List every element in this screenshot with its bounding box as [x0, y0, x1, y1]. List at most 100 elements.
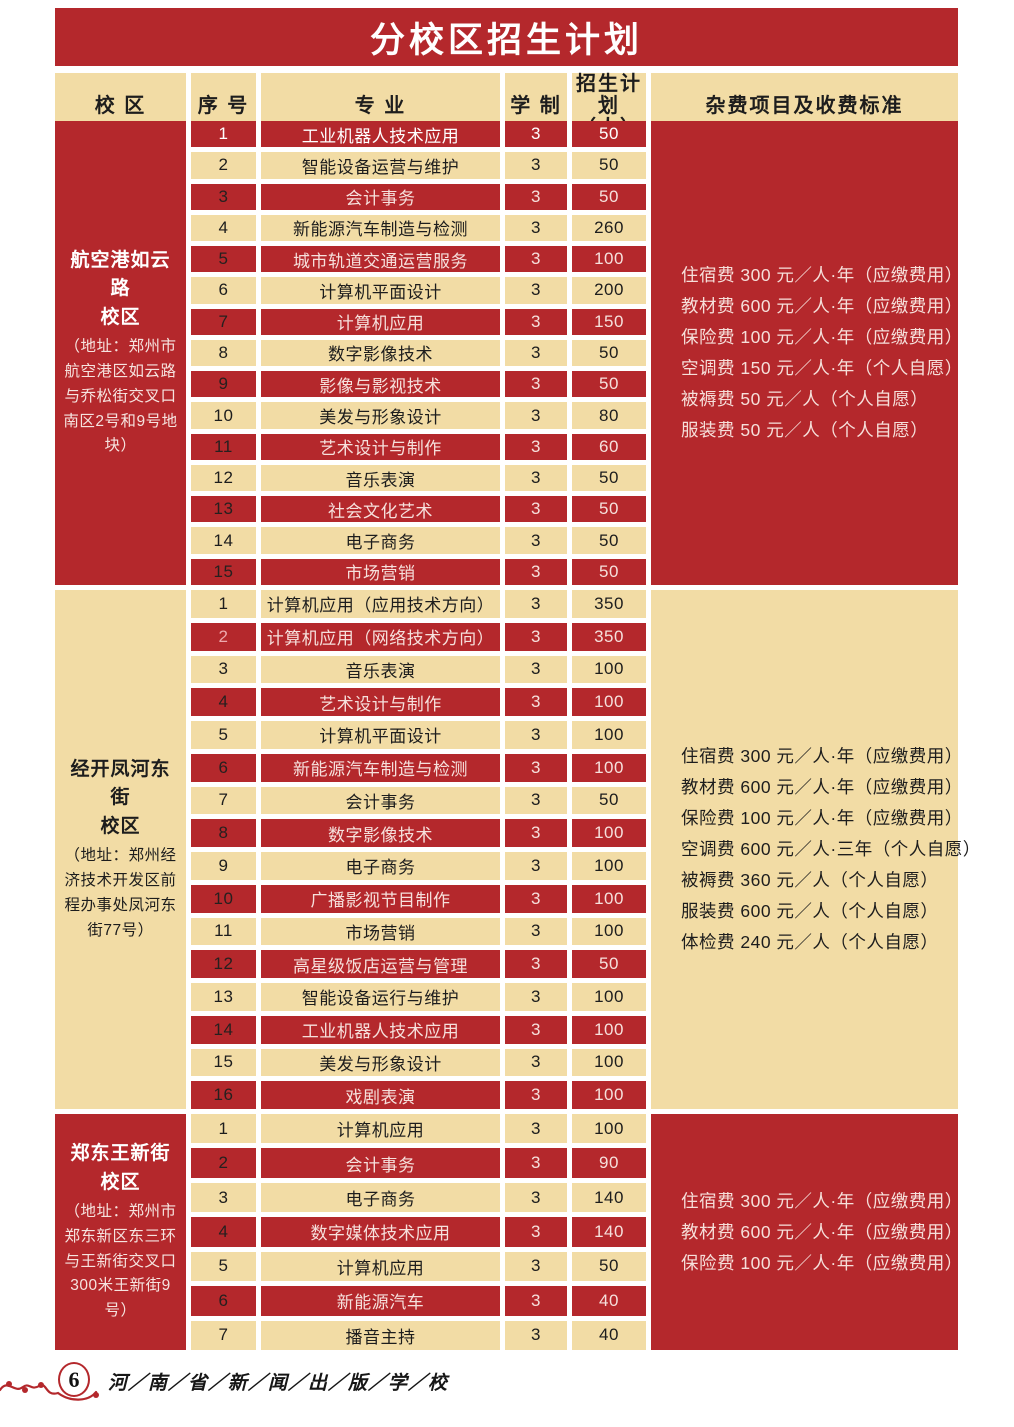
campus-name-line2: 校区: [100, 1171, 141, 1193]
row-index: 9: [191, 852, 256, 880]
row-major: 音乐表演: [261, 655, 500, 684]
row-major: 会计事务: [261, 183, 500, 210]
table-row: 5 计算机应用 3 50: [191, 1251, 646, 1282]
row-years: 3: [505, 852, 567, 880]
row-index: 1: [191, 590, 256, 618]
table-row: 8 数字影像技术 3 100: [191, 819, 646, 847]
row-years: 3: [505, 753, 567, 782]
row-index: 14: [191, 1015, 256, 1044]
table-row: 10 美发与形象设计 3 80: [191, 402, 646, 429]
row-major: 影像与影视技术: [261, 371, 500, 398]
row-plan: 100: [572, 983, 646, 1011]
row-index: 9: [191, 371, 256, 398]
campus-section-1: 航空港如云路 校区 （地址：郑州市航空港区如云路与乔松街交叉口南区2号和9号地块） 1…: [55, 121, 962, 585]
fee-item: 保险费 100 元／人·年（应缴费用）: [681, 808, 963, 828]
row-plan: 150: [572, 308, 646, 335]
table-row: 13 社会文化艺术 3 50: [191, 496, 646, 523]
table-row: 7 计算机应用 3 150: [191, 308, 646, 335]
row-major: 计算机应用: [261, 1114, 500, 1144]
table-row: 11 艺术设计与制作 3 60: [191, 433, 646, 460]
fee-item: 空调费 150 元／人·年（个人自愿）: [681, 358, 963, 378]
row-plan: 50: [572, 496, 646, 523]
table-row: 6 新能源汽车 3 40: [191, 1286, 646, 1316]
row-years: 3: [505, 496, 567, 523]
row-years: 3: [505, 371, 567, 398]
row-index: 12: [191, 464, 256, 492]
row-years: 3: [505, 819, 567, 847]
table-row: 3 会计事务 3 50: [191, 183, 646, 210]
row-index: 11: [191, 917, 256, 946]
row-index: 5: [191, 721, 256, 749]
table-row: 10 广播影视节目制作 3 100: [191, 884, 646, 913]
row-plan: 50: [572, 786, 646, 815]
table-row: 14 电子商务 3 50: [191, 527, 646, 554]
row-index: 13: [191, 496, 256, 523]
row-major: 计算机应用: [261, 308, 500, 335]
table-row: 9 电子商务 3 100: [191, 852, 646, 880]
row-major: 艺术设计与制作: [261, 688, 500, 716]
row-plan: 350: [572, 622, 646, 651]
fee-item: 保险费 100 元／人·年（应缴费用）: [681, 1252, 963, 1273]
row-index: 7: [191, 786, 256, 815]
table-row: 8 数字影像技术 3 50: [191, 339, 646, 367]
row-major: 计算机平面设计: [261, 277, 500, 304]
row-major: 智能设备运行与维护: [261, 983, 500, 1011]
row-major: 工业机器人技术应用: [261, 1015, 500, 1044]
fee-item: 被褥费 50 元／人（个人自愿）: [681, 389, 929, 409]
fee-item: 空调费 600 元／人·三年（个人自愿）: [681, 839, 981, 859]
row-years: 3: [505, 721, 567, 749]
row-index: 12: [191, 950, 256, 978]
fee-item: 保险费 100 元／人·年（应缴费用）: [681, 327, 963, 347]
table-row: 5 城市轨道交通运营服务 3 100: [191, 246, 646, 273]
row-major: 智能设备运营与维护: [261, 152, 500, 179]
row-plan: 50: [572, 121, 646, 148]
row-index: 4: [191, 1217, 256, 1247]
table-row: 5 计算机平面设计 3 100: [191, 721, 646, 749]
row-plan: 60: [572, 433, 646, 460]
campus-cell: 航空港如云路 校区 （地址：郑州市航空港区如云路与乔松街交叉口南区2号和9号地块）: [55, 121, 186, 585]
row-index: 4: [191, 688, 256, 716]
row-years: 3: [505, 884, 567, 913]
fee-item: 体检费 240 元／人（个人自愿）: [681, 932, 939, 952]
row-plan: 100: [572, 1081, 646, 1109]
table-row: 7 会计事务 3 50: [191, 786, 646, 815]
row-index: 5: [191, 1251, 256, 1282]
table-row: 15 市场营销 3 50: [191, 558, 646, 585]
row-major: 电子商务: [261, 527, 500, 554]
row-index: 3: [191, 655, 256, 684]
footer-dot: [93, 1392, 99, 1398]
page-number: 6: [58, 1362, 90, 1397]
row-major: 城市轨道交通运营服务: [261, 246, 500, 273]
table-row: 3 音乐表演 3 100: [191, 655, 646, 684]
row-years: 3: [505, 214, 567, 242]
row-major: 广播影视节目制作: [261, 884, 500, 913]
row-years: 3: [505, 308, 567, 335]
table-row: 6 计算机平面设计 3 200: [191, 277, 646, 304]
table-row: 13 智能设备运行与维护 3 100: [191, 983, 646, 1011]
row-plan: 100: [572, 917, 646, 946]
row-major: 社会文化艺术: [261, 496, 500, 523]
row-years: 3: [505, 983, 567, 1011]
table-body: 航空港如云路 校区 （地址：郑州市航空港区如云路与乔松街交叉口南区2号和9号地块） 1…: [55, 121, 980, 1350]
row-plan: 100: [572, 852, 646, 880]
row-plan: 260: [572, 214, 646, 242]
row-major: 计算机应用: [261, 1251, 500, 1282]
row-index: 10: [191, 884, 256, 913]
row-index: 5: [191, 246, 256, 273]
row-years: 3: [505, 339, 567, 367]
page-title: 分校区招生计划: [55, 8, 958, 66]
row-years: 3: [505, 277, 567, 304]
row-years: 3: [505, 590, 567, 618]
row-index: 2: [191, 622, 256, 651]
row-index: 3: [191, 183, 256, 210]
row-major: 新能源汽车制造与检测: [261, 214, 500, 242]
row-years: 3: [505, 402, 567, 429]
fee-item: 住宿费 300 元／人·年（应缴费用）: [681, 265, 963, 285]
row-plan: 90: [572, 1148, 646, 1178]
row-plan: 40: [572, 1286, 646, 1316]
table-row: 1 计算机应用 3 100: [191, 1114, 646, 1144]
row-index: 2: [191, 152, 256, 179]
row-index: 3: [191, 1182, 256, 1213]
row-years: 3: [505, 1217, 567, 1247]
row-years: 3: [505, 1148, 567, 1178]
